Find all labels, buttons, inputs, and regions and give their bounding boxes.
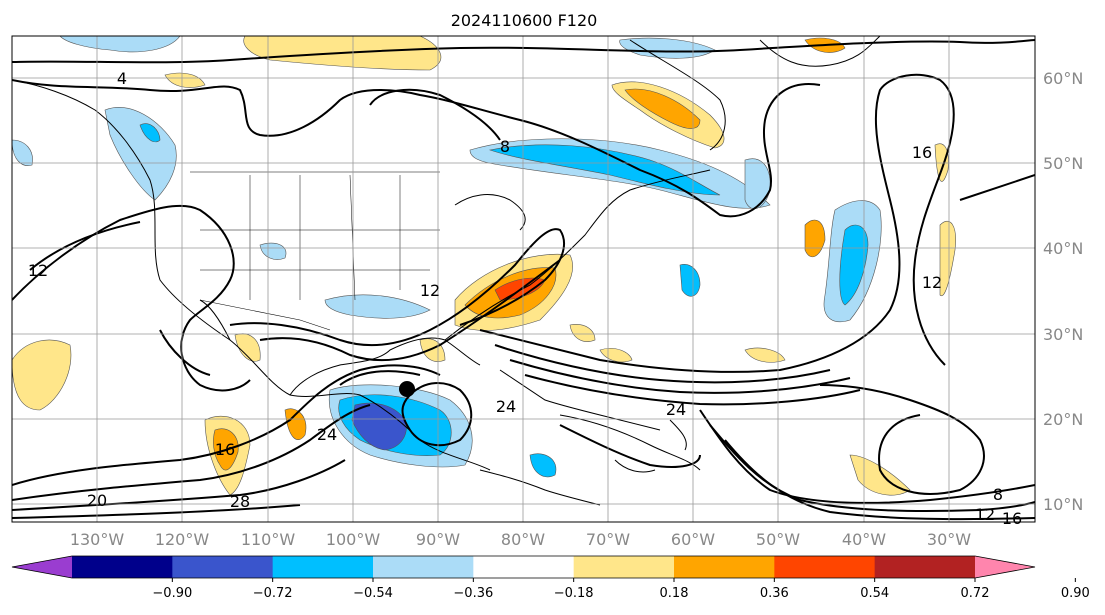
colorbar-extend-high (975, 556, 1035, 578)
lon-label: 110°W (241, 530, 296, 549)
anomaly-shading (12, 36, 956, 496)
colorbar-tick-label: −0.36 (453, 586, 493, 601)
lat-label: 50°N (1043, 154, 1083, 173)
contour-label: 12 (420, 281, 440, 300)
longitude-labels: 130°W 120°W 110°W 100°W 90°W 80°W 70°W 6… (70, 530, 971, 549)
lat-label: 20°N (1043, 410, 1083, 429)
contour-label: 16 (215, 440, 235, 459)
colorbar-tick-label: −0.54 (353, 586, 393, 601)
lon-label: 90°W (416, 530, 460, 549)
colorbar-tick-label: −0.18 (554, 586, 594, 601)
colorbar-tick-label: 0.18 (660, 586, 689, 601)
lon-label: 60°W (671, 530, 715, 549)
contour-label: 12 (975, 505, 995, 524)
lon-label: 130°W (70, 530, 125, 549)
colorbar-segment (874, 556, 976, 578)
map-content (12, 36, 1035, 521)
height-contours (12, 39, 1035, 521)
map-frame (11, 35, 1036, 523)
colorbar-tick-label: 0.72 (961, 586, 990, 601)
lon-label: 70°W (586, 530, 630, 549)
contour-label: 8 (993, 485, 1003, 504)
contour-labels: 4 8 12 12 12 12 16 16 16 20 24 24 24 28 … (28, 69, 1022, 528)
lon-label: 80°W (501, 530, 545, 549)
colorbar-tick-label: −0.72 (253, 586, 293, 601)
lon-label: 50°W (756, 530, 800, 549)
contour-label: 24 (496, 397, 516, 416)
contour-label: 24 (317, 425, 337, 444)
colorbar-outline (11, 555, 1036, 579)
colorbar-tick-label: 0.54 (860, 586, 889, 601)
contour-label: 4 (117, 69, 127, 88)
colorbar-segment (674, 556, 775, 578)
colorbar-segment (272, 556, 374, 578)
latitude-labels: 60°N 50°N 40°N 30°N 20°N 10°N (1043, 69, 1083, 514)
lat-label: 30°N (1043, 325, 1083, 344)
contour-label: 16 (1002, 509, 1022, 528)
lon-label: 40°W (842, 530, 886, 549)
colorbar-segment (774, 556, 876, 578)
map-title: 2024110600 F120 (451, 11, 598, 30)
colorbar-tick-label: 0.90 (1061, 586, 1090, 601)
colorbar-extend-low (12, 556, 72, 578)
contour-label: 20 (87, 491, 107, 510)
contour-label: 28 (230, 492, 250, 511)
storm-center-marker (399, 381, 415, 397)
contour-label: 8 (500, 137, 510, 156)
lat-label: 40°N (1043, 239, 1083, 258)
lon-label: 100°W (326, 530, 381, 549)
colorbar-segment (573, 556, 675, 578)
colorbar-tick-label: −0.90 (152, 586, 192, 601)
colorbar-segment (72, 556, 173, 578)
contour-label: 12 (922, 273, 942, 292)
lat-label: 60°N (1043, 69, 1083, 88)
graticule (12, 36, 1035, 522)
lat-label: 10°N (1043, 495, 1083, 514)
contour-label: 12 (28, 261, 48, 280)
colorbar-segment (373, 556, 474, 578)
contour-label: 24 (666, 400, 686, 419)
contour-label: 16 (912, 143, 932, 162)
lon-label: 30°W (927, 530, 971, 549)
colorbar-tick-label: 0.36 (760, 586, 789, 601)
colorbar-segment (473, 556, 575, 578)
colorbar-segment (172, 556, 274, 578)
lon-label: 120°W (155, 530, 210, 549)
colorbar: −0.90 −0.72 −0.54 −0.36 −0.18 0.18 0.36 0.54 0.7… (11, 555, 1090, 601)
